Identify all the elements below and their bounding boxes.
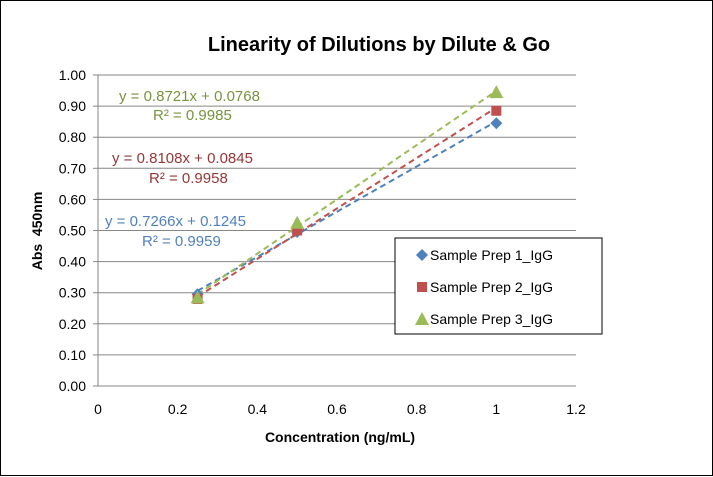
y-tick-label: 0.60	[59, 191, 86, 207]
y-tick-label: 0.30	[59, 285, 86, 301]
y-tick-label: 0.50	[59, 223, 86, 239]
legend-marker-series-3	[415, 312, 429, 325]
y-tick-label: 0.20	[59, 316, 86, 332]
x-tick-label: 1	[492, 401, 500, 417]
y-tick-label: 0.00	[59, 378, 86, 394]
trendline-series-3	[197, 90, 497, 296]
trendline-series-1	[197, 120, 497, 292]
trendline-r2-series-3: R² = 0.9985	[153, 107, 232, 124]
x-tick-label: 0.2	[168, 401, 188, 417]
y-tick-labels: 0.00 0.10 0.20 0.30 0.40 0.50 0.60 0.70 0.80 0.90…	[59, 67, 86, 394]
legend-marker-series-1	[416, 249, 428, 261]
trendline-equation-series-3: y = 0.8721x + 0.0768	[119, 88, 260, 105]
data-points	[190, 85, 504, 304]
trendline-equations: y = 0.7266x + 0.1245 R² = 0.9959 y = 0.810…	[105, 88, 260, 250]
y-tick-label: 0.70	[59, 160, 86, 176]
data-point-series-3	[190, 290, 205, 304]
data-point-series-3	[489, 85, 504, 99]
x-tick-label: 0.6	[327, 401, 347, 417]
x-tick-label: 0	[94, 401, 102, 417]
trendline-series-2	[197, 106, 497, 298]
axes	[93, 74, 576, 387]
legend-label-series-2: Sample Prep 2_IgG	[430, 279, 553, 295]
gridlines	[98, 74, 576, 356]
x-tick-label: 0.4	[248, 401, 268, 417]
data-point-series-2	[491, 105, 502, 116]
legend-label-series-1: Sample Prep 1_IgG	[430, 247, 553, 263]
y-tick-label: 0.80	[59, 129, 86, 145]
x-tick-label: 0.8	[407, 401, 427, 417]
y-tick-label: 0.10	[59, 347, 86, 363]
x-axis-label: Concentration (ng/mL)	[265, 429, 415, 445]
y-tick-label: 0.40	[59, 254, 86, 270]
trendline-r2-series-2: R² = 0.9958	[149, 170, 228, 187]
chart-title: Linearity of Dilutions by Dilute & Go	[208, 34, 550, 56]
trendlines	[197, 90, 497, 298]
legend-box	[394, 237, 603, 335]
x-tick-label: 1.2	[566, 401, 586, 417]
y-axis-label: Abs 450nm	[29, 192, 45, 271]
legend-marker-series-2	[417, 282, 427, 292]
legend: Sample Prep 1_IgG Sample Prep 2_IgG Sample…	[394, 237, 603, 335]
x-tick-labels: 0 0.2 0.4 0.6 0.8 1 1.2	[94, 401, 586, 417]
trendline-r2-series-1: R² = 0.9959	[142, 233, 221, 250]
data-point-series-1	[490, 117, 503, 130]
data-point-series-2	[292, 225, 303, 236]
data-point-series-3	[290, 215, 305, 229]
y-tick-label: 1.00	[59, 67, 86, 83]
y-tick-label: 0.90	[59, 98, 86, 114]
legend-label-series-3: Sample Prep 3_IgG	[430, 311, 553, 327]
trendline-equation-series-2: y = 0.8108x + 0.0845	[112, 150, 253, 167]
trendline-equation-series-1: y = 0.7266x + 0.1245	[105, 213, 246, 230]
